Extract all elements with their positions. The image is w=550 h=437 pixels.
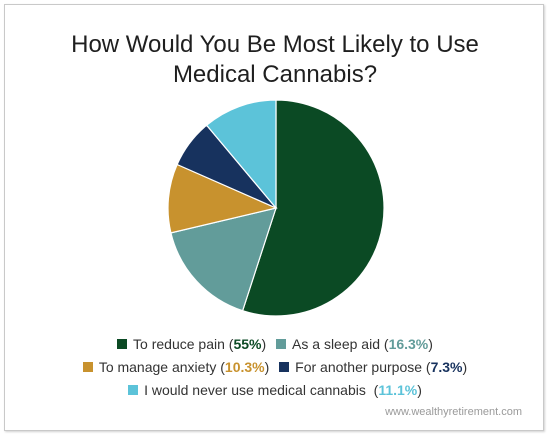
legend-swatch-reduce-pain xyxy=(117,339,128,349)
legend-value-manage-anxiety: 10.3% xyxy=(224,359,265,375)
source-credit: www.wealthyretirement.com xyxy=(385,406,522,418)
legend-value-another-purpose: 7.3% xyxy=(430,359,463,375)
pie-slice-reduce-pain xyxy=(241,99,385,317)
legend-swatch-never-use xyxy=(128,385,139,395)
legend-row-2: To manage anxiety (10.3%) For another pu… xyxy=(0,358,550,376)
pie-slice-sleep-aid xyxy=(170,207,277,312)
legend-label-sleep-aid: As a sleep aid xyxy=(292,336,380,352)
legend-item-reduce-pain: To reduce pain (55%) xyxy=(117,335,266,353)
legend-swatch-another-purpose xyxy=(279,362,290,372)
legend-value-never-use: 11.1% xyxy=(378,382,418,398)
chart-title: How Would You Be Most Likely to Use Medi… xyxy=(0,30,550,90)
legend-label-never-use: I would never use medical cannabis xyxy=(144,382,366,398)
legend-label-manage-anxiety: To manage anxiety xyxy=(98,359,217,375)
chart-title-line-1: How Would You Be Most Likely to Use xyxy=(71,31,479,58)
legend-item-another-purpose: For another purpose (7.3%) xyxy=(279,358,467,376)
legend-row-1: To reduce pain (55%) As a sleep aid (16.… xyxy=(0,335,550,353)
legend-swatch-sleep-aid xyxy=(276,339,287,349)
chart-title-line-2: Medical Cannabis? xyxy=(172,61,378,88)
legend-label-reduce-pain: To reduce pain xyxy=(133,336,225,352)
legend-swatch-manage-anxiety xyxy=(82,362,93,372)
legend-value-reduce-pain: 55% xyxy=(233,336,262,352)
legend-item-sleep-aid: As a sleep aid (16.3%) xyxy=(276,335,433,353)
legend-item-manage-anxiety: To manage anxiety (10.3%) xyxy=(82,358,269,376)
legend-row-3: I would never use medical cannabis (11.1… xyxy=(0,381,550,399)
legend-label-another-purpose: For another purpose xyxy=(295,359,423,375)
legend-value-sleep-aid: 16.3% xyxy=(388,336,429,352)
pie-slice-manage-anxiety xyxy=(167,163,278,234)
legend-item-never-use: I would never use medical cannabis (11.1… xyxy=(128,381,422,399)
pie-slice-never-use xyxy=(205,99,277,210)
